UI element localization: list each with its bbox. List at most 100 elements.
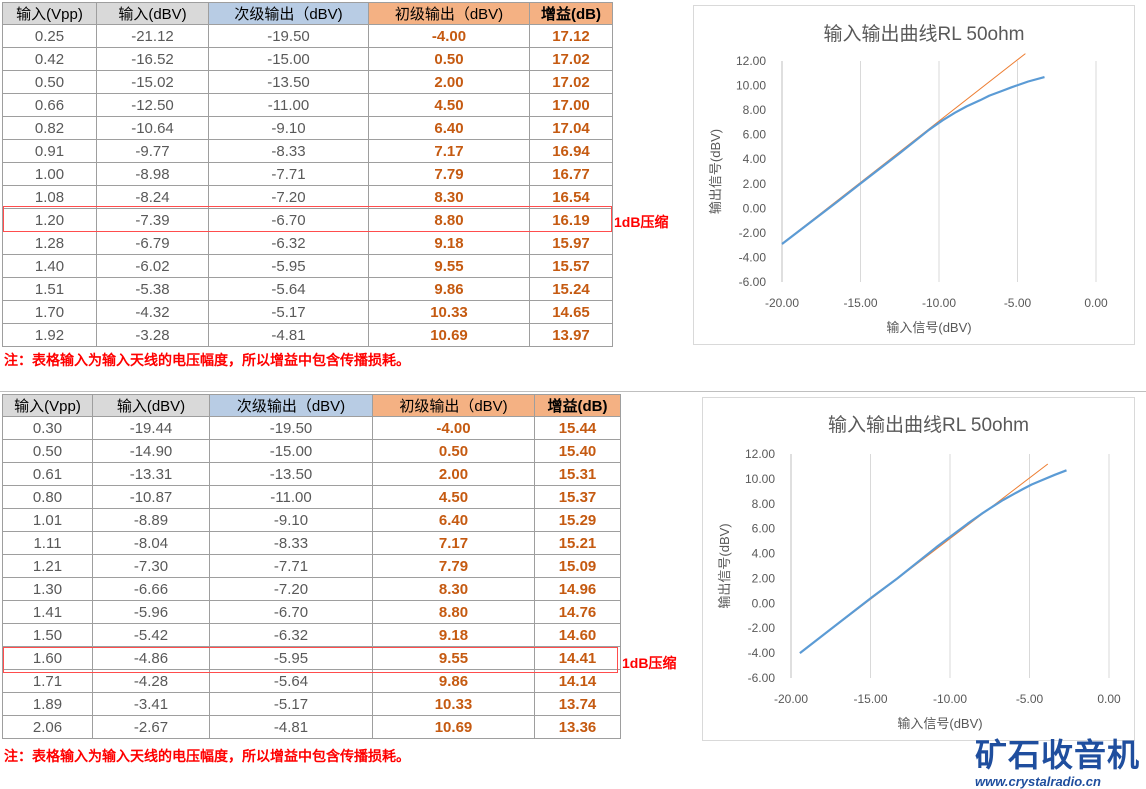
- cell-dbv-in: -7.39: [96, 208, 209, 232]
- header-vpp: 输入(Vpp): [2, 394, 93, 417]
- cell-vpp: 1.92: [2, 323, 97, 347]
- cell-first-out: 9.18: [372, 623, 535, 647]
- cell-first-out: 10.69: [368, 323, 530, 347]
- x-tick-label: -15.00: [843, 296, 877, 310]
- cell-gain: 15.44: [534, 416, 621, 440]
- cell-first-out: 9.86: [368, 277, 530, 301]
- cell-dbv-in: -8.24: [96, 185, 209, 209]
- table-row: 1.01 -8.89 -9.10 6.40 15.29: [2, 508, 621, 532]
- cell-gain: 17.02: [529, 70, 613, 94]
- cell-gain: 13.97: [529, 323, 613, 347]
- brand-url: www.crystalradio.cn: [975, 774, 1101, 789]
- cell-first-out: 7.79: [368, 162, 530, 186]
- y-tick-label: 10.00: [745, 472, 775, 486]
- x-tick-label: -15.00: [853, 692, 887, 706]
- cell-first-out: 6.40: [368, 116, 530, 140]
- cell-dbv-in: -21.12: [96, 24, 209, 48]
- cell-first-out: 7.17: [368, 139, 530, 163]
- y-axis-title: 输出信号(dBV): [717, 523, 732, 608]
- table-row: 1.41 -5.96 -6.70 8.80 14.76: [2, 600, 621, 624]
- cell-first-out: 2.00: [368, 70, 530, 94]
- cell-gain: 13.74: [534, 692, 621, 716]
- cell-gain: 16.77: [529, 162, 613, 186]
- table-row: 0.30 -19.44 -19.50 -4.00 15.44: [2, 416, 621, 440]
- table-header-row: 输入(Vpp) 输入(dBV) 次级输出（dBV) 初级输出（dBV) 增益(d…: [2, 394, 621, 417]
- cell-vpp: 0.50: [2, 439, 93, 463]
- table-header-row: 输入(Vpp) 输入(dBV) 次级输出（dBV) 初级输出（dBV) 增益(d…: [2, 2, 613, 25]
- table-row: 2.06 -2.67 -4.81 10.69 13.36: [2, 715, 621, 739]
- x-axis-title: 输入信号(dBV): [886, 320, 971, 335]
- x-tick-label: 0.00: [1097, 692, 1121, 706]
- y-tick-label: 6.00: [752, 522, 776, 536]
- header-gain: 增益(dB): [534, 394, 621, 417]
- cell-first-out: -4.00: [372, 416, 535, 440]
- cell-vpp: 1.40: [2, 254, 97, 278]
- header-first-out: 初级输出（dBV): [372, 394, 535, 417]
- cell-gain: 14.76: [534, 600, 621, 624]
- header-gain: 增益(dB): [529, 2, 613, 25]
- cell-second-out: -13.50: [209, 462, 373, 486]
- cell-dbv-in: -16.52: [96, 47, 209, 71]
- cell-vpp: 1.50: [2, 623, 93, 647]
- table-row: 1.11 -8.04 -8.33 7.17 15.21: [2, 531, 621, 555]
- cell-second-out: -9.10: [209, 508, 373, 532]
- cell-second-out: -7.71: [209, 554, 373, 578]
- table-row: 1.20 -7.39 -6.70 8.80 16.19: [2, 208, 613, 232]
- y-tick-label: -4.00: [739, 250, 767, 264]
- cell-vpp: 1.28: [2, 231, 97, 255]
- cell-first-out: 9.55: [368, 254, 530, 278]
- cell-second-out: -11.00: [208, 93, 369, 117]
- cell-dbv-in: -8.04: [92, 531, 210, 555]
- table-row: 1.00 -8.98 -7.71 7.79 16.77: [2, 162, 613, 186]
- cell-second-out: -4.81: [208, 323, 369, 347]
- table-row: 1.30 -6.66 -7.20 8.30 14.96: [2, 577, 621, 601]
- cell-vpp: 1.30: [2, 577, 93, 601]
- chart-title: 输入输出曲线RL 50ohm: [828, 414, 1029, 436]
- header-second-out: 次级输出（dBV): [208, 2, 369, 25]
- cell-first-out: 9.55: [372, 646, 535, 670]
- cell-first-out: 10.69: [372, 715, 535, 739]
- cell-first-out: 8.30: [372, 577, 535, 601]
- table-row: 1.89 -3.41 -5.17 10.33 13.74: [2, 692, 621, 716]
- cell-dbv-in: -6.02: [96, 254, 209, 278]
- cell-second-out: -19.50: [209, 416, 373, 440]
- cell-dbv-in: -12.50: [96, 93, 209, 117]
- cell-gain: 17.12: [529, 24, 613, 48]
- cell-dbv-in: -14.90: [92, 439, 210, 463]
- table-note-2: 注：表格输入为输入天线的电压幅度，所以增益中包含传播损耗。: [4, 748, 410, 764]
- cell-vpp: 0.50: [2, 70, 97, 94]
- cell-dbv-in: -4.28: [92, 669, 210, 693]
- cell-vpp: 1.51: [2, 277, 97, 301]
- cell-first-out: 8.30: [368, 185, 530, 209]
- table-row: 1.70 -4.32 -5.17 10.33 14.65: [2, 300, 613, 324]
- cell-dbv-in: -5.42: [92, 623, 210, 647]
- cell-gain: 15.57: [529, 254, 613, 278]
- data-table-2: 输入(Vpp) 输入(dBV) 次级输出（dBV) 初级输出（dBV) 增益(d…: [2, 394, 621, 739]
- cell-vpp: 0.30: [2, 416, 93, 440]
- cell-vpp: 2.06: [2, 715, 93, 739]
- cell-dbv-in: -3.28: [96, 323, 209, 347]
- x-tick-label: -10.00: [922, 296, 956, 310]
- table-row: 1.50 -5.42 -6.32 9.18 14.60: [2, 623, 621, 647]
- y-tick-label: 4.00: [752, 547, 776, 561]
- cell-second-out: -6.32: [208, 231, 369, 255]
- cell-gain: 13.36: [534, 715, 621, 739]
- table-row: 0.61 -13.31 -13.50 2.00 15.31: [2, 462, 621, 486]
- cell-gain: 15.40: [534, 439, 621, 463]
- y-tick-label: 8.00: [752, 497, 776, 511]
- cell-vpp: 1.08: [2, 185, 97, 209]
- cell-second-out: -8.33: [208, 139, 369, 163]
- cell-second-out: -7.71: [208, 162, 369, 186]
- cell-first-out: 8.80: [372, 600, 535, 624]
- table-row: 0.50 -14.90 -15.00 0.50 15.40: [2, 439, 621, 463]
- cell-second-out: -5.95: [208, 254, 369, 278]
- cell-first-out: 4.50: [368, 93, 530, 117]
- io-curve-chart-1: 输入输出曲线RL 50ohm -20.00 -15.00 -10.00 -5.00 0.0…: [708, 23, 1108, 335]
- cell-dbv-in: -19.44: [92, 416, 210, 440]
- table-row: 0.42 -16.52 -15.00 0.50 17.02: [2, 47, 613, 71]
- table-row: 1.28 -6.79 -6.32 9.18 15.97: [2, 231, 613, 255]
- table-row: 1.71 -4.28 -5.64 9.86 14.14: [2, 669, 621, 693]
- cell-gain: 15.97: [529, 231, 613, 255]
- y-tick-label: 0.00: [752, 596, 776, 610]
- brand-name: 矿石收音机: [975, 736, 1141, 774]
